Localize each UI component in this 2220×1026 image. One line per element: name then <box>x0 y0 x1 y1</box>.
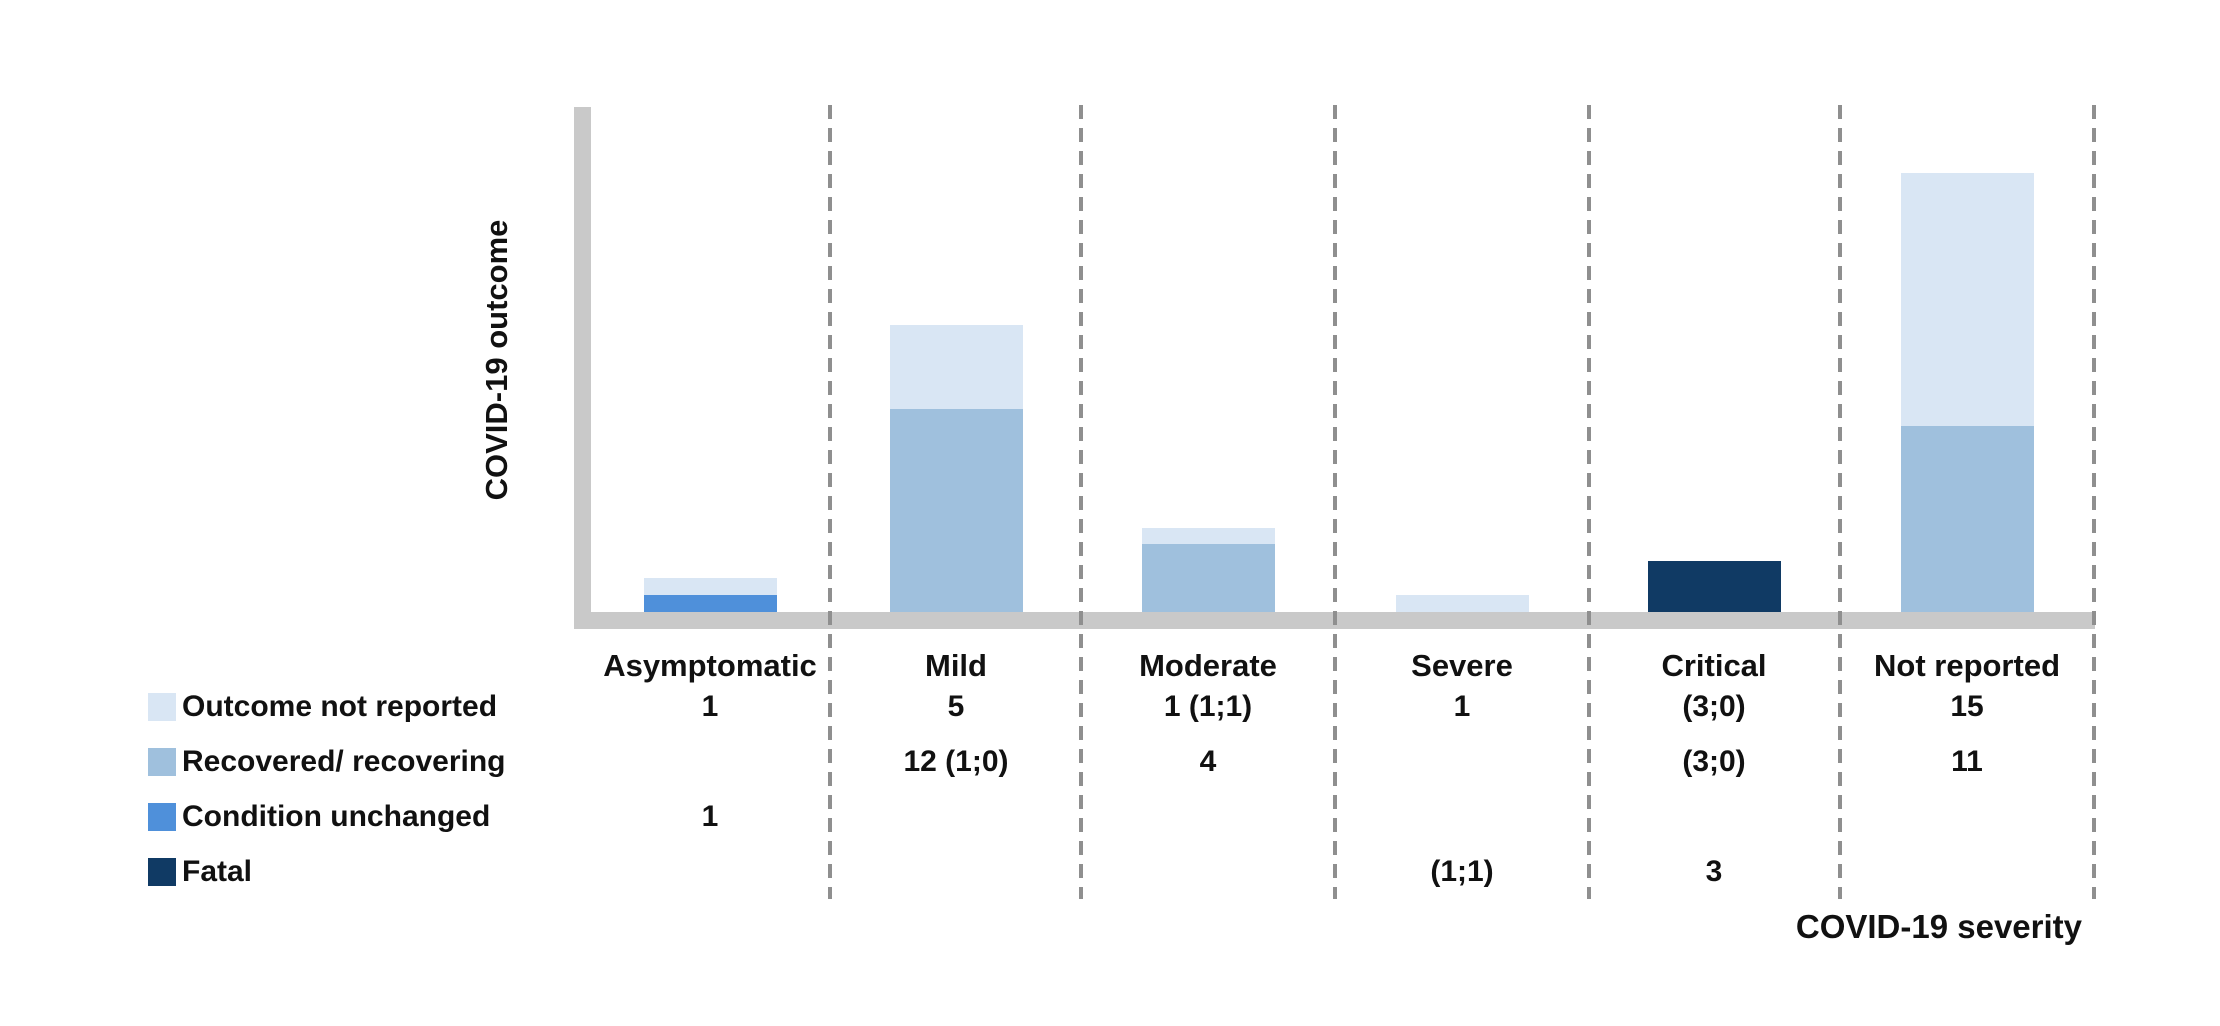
bar-not-reported <box>1900 172 2034 612</box>
bar-segment-outcome-not-reported <box>889 324 1023 410</box>
legend-swatch-1 <box>148 748 176 776</box>
table-value: 3 <box>1705 855 1723 888</box>
category-label: Not reported <box>1874 648 2060 683</box>
bar-segment-outcome-not-reported <box>1141 527 1275 545</box>
bar-segment-recovered-recovering <box>1900 426 2034 612</box>
x-axis-title: COVID-19 severity <box>1795 908 2082 945</box>
bar-segment-recovered-recovering <box>1141 544 1275 612</box>
bar-segment-condition-unchanged <box>643 595 777 612</box>
category-label: Moderate <box>1139 648 1277 683</box>
bar-mild <box>889 324 1023 612</box>
category-label: Mild <box>925 648 987 683</box>
legend-label: Condition unchanged <box>182 800 491 833</box>
category-label: Asymptomatic <box>603 648 817 683</box>
table-value: 5 <box>947 690 965 723</box>
category-label: Severe <box>1411 648 1513 683</box>
legend-swatch-3 <box>148 858 176 886</box>
table-value: (1;1) <box>1430 855 1494 888</box>
dashed-separator-4 <box>1838 105 1842 899</box>
bar-segment-outcome-not-reported <box>643 578 777 596</box>
table-value: 4 <box>1199 745 1217 778</box>
legend-swatch-0 <box>148 693 176 721</box>
category-label: Critical <box>1661 648 1767 683</box>
table-value: 11 <box>1951 745 1983 778</box>
table-value: 12 (1;0) <box>903 745 1009 778</box>
dashed-separator-5 <box>2092 105 2096 899</box>
bar-segment-recovered-recovering <box>889 409 1023 612</box>
table-value: 1 <box>701 690 719 723</box>
bar-severe <box>1395 595 1529 612</box>
legend-label: Fatal <box>182 855 253 888</box>
table-value: 1 (1;1) <box>1163 690 1253 723</box>
bar-asymptomatic <box>643 578 777 612</box>
table-value: (3;0) <box>1682 690 1746 723</box>
y-axis-title: COVID-19 outcome <box>479 219 514 501</box>
table-value: 15 <box>1950 690 1984 723</box>
bar-segment-outcome-not-reported <box>1395 595 1529 612</box>
dashed-separator-2 <box>1333 105 1337 899</box>
dashed-separator-3 <box>1587 105 1591 899</box>
bar-segment-fatal <box>1647 561 1781 612</box>
legend-label: Recovered/ recovering <box>182 745 506 778</box>
bar-moderate <box>1141 527 1275 612</box>
table-value: (3;0) <box>1682 745 1746 778</box>
dashed-separator-0 <box>828 105 832 899</box>
y-axis-line <box>574 107 591 628</box>
bar-critical <box>1647 561 1781 612</box>
legend-label: Outcome not reported <box>182 690 498 723</box>
bar-segment-outcome-not-reported <box>1900 172 2034 427</box>
table-value: 1 <box>1453 690 1471 723</box>
table-value: 1 <box>701 800 719 833</box>
legend-swatch-2 <box>148 803 176 831</box>
dashed-separator-1 <box>1079 105 1083 899</box>
